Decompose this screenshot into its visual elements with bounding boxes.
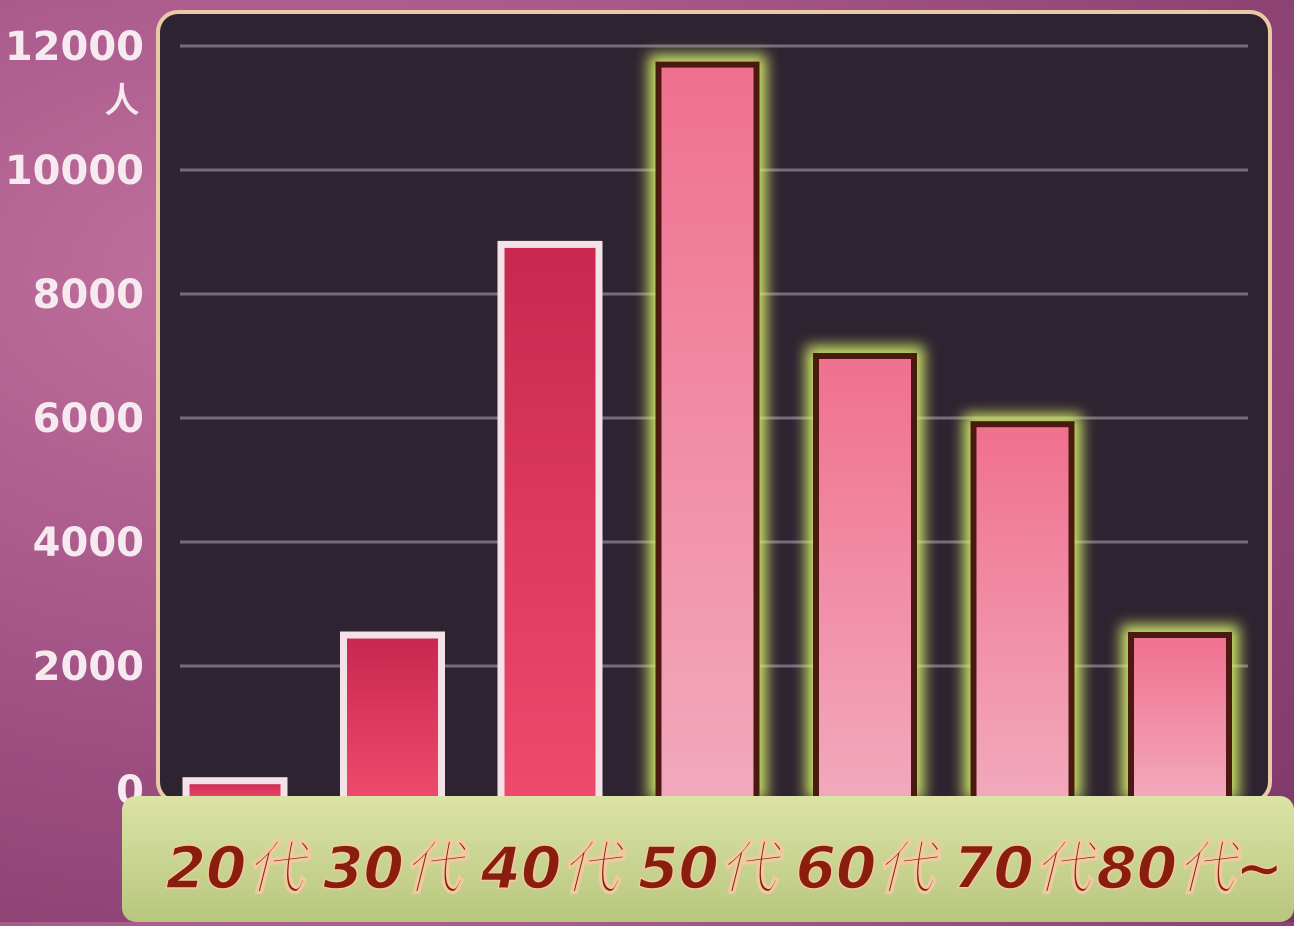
y-tick-label: 6000 <box>33 396 144 442</box>
x-tick-label: 50代 <box>638 834 784 902</box>
y-tick-label: 12000 <box>5 24 144 70</box>
bar-40代 <box>497 240 603 804</box>
bar-30代 <box>340 631 445 804</box>
x-tick-label: 20代 <box>166 834 312 902</box>
x-tick-label: 30代 <box>323 834 469 902</box>
x-tick-label: 60代 <box>796 834 942 902</box>
x-tick-label: 80代~ <box>1096 834 1283 902</box>
y-tick-label: 10000 <box>5 148 144 194</box>
bar-50代 <box>655 61 760 804</box>
y-tick-label: 2000 <box>33 644 144 690</box>
y-tick-label: 4000 <box>33 520 144 566</box>
y-unit-label: 人 <box>105 81 139 121</box>
x-tick-label: 70代 <box>953 834 1099 902</box>
category-band <box>122 796 1294 922</box>
bar-70代 <box>970 421 1075 803</box>
x-tick-label: 40代 <box>480 834 627 902</box>
bar-60代 <box>813 353 917 803</box>
bar-80代~ <box>1128 632 1232 803</box>
y-tick-label: 8000 <box>33 272 144 318</box>
